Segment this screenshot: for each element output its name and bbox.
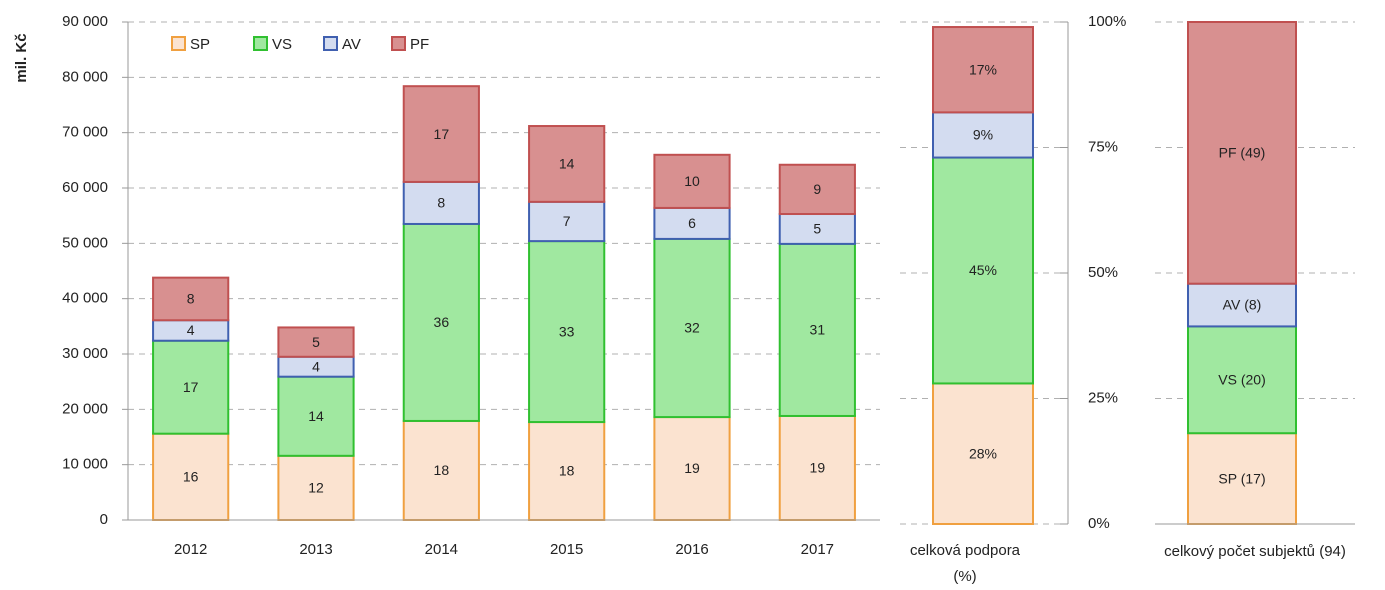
data-label: 8 [437, 195, 445, 211]
bar-segment [1187, 282, 1297, 328]
data-label: PF (49) [1219, 145, 1266, 161]
data-label: 18 [434, 462, 450, 478]
y-tick-label: 25% [1088, 389, 1118, 406]
data-label: 19 [810, 460, 826, 476]
data-label: 28% [969, 445, 997, 461]
bar-segment [778, 242, 856, 417]
y-tick-label: 40 000 [62, 290, 108, 307]
data-label: 7 [563, 213, 571, 229]
data-label: 5 [813, 221, 821, 237]
data-label: 17 [434, 126, 450, 142]
bar-segment [932, 382, 1034, 525]
y-tick-label: 70 000 [62, 124, 108, 141]
data-label: 9 [813, 181, 821, 197]
data-label: 36 [434, 314, 450, 330]
bar-segment [932, 111, 1034, 159]
data-label: 5 [312, 334, 320, 350]
y-axis-label: mil. Kč [13, 33, 30, 82]
data-label: VS (20) [1218, 372, 1265, 388]
data-label: 17% [969, 61, 997, 77]
data-label: 19 [684, 460, 700, 476]
legend-label: AV [342, 36, 361, 53]
x-tick-label: 2013 [299, 541, 332, 558]
bar-segment [1187, 21, 1297, 285]
bar-segment [152, 276, 230, 322]
y-tick-label: 20 000 [62, 400, 108, 417]
y-tick-label: 80 000 [62, 68, 108, 85]
bar-segment [402, 85, 480, 183]
data-label: 4 [312, 358, 320, 374]
data-label: 33 [559, 323, 575, 339]
data-label: 14 [308, 408, 324, 424]
y-tick-label: 30 000 [62, 345, 108, 362]
data-label: 9% [973, 127, 993, 143]
bar-segment [932, 26, 1034, 114]
legend-swatch [171, 36, 186, 51]
bar-segment [402, 419, 480, 522]
bar-segment [778, 163, 856, 216]
y-tick-label: 90 000 [62, 13, 108, 30]
y-tick-label: 75% [1088, 138, 1118, 155]
data-label: 10 [684, 173, 700, 189]
data-label: 16 [183, 469, 199, 485]
x-tick-label: 2017 [801, 541, 834, 558]
y-tick-label: 50 000 [62, 234, 108, 251]
data-label: AV (8) [1223, 297, 1262, 313]
bar-segment [402, 222, 480, 422]
data-label: 18 [559, 463, 575, 479]
legend-label: VS [272, 36, 292, 53]
bar-segment [1187, 432, 1297, 525]
bar-segment [653, 153, 731, 209]
legend-swatch [253, 36, 268, 51]
bar-segment [277, 326, 355, 358]
data-label: 31 [810, 322, 826, 338]
y-tick-label: 50% [1088, 264, 1118, 281]
x-tick-label: 2014 [425, 541, 458, 558]
x-tick-label: 2012 [174, 541, 207, 558]
data-label: SP (17) [1218, 470, 1265, 486]
y-tick-label: 100% [1088, 13, 1126, 30]
data-label: 45% [969, 262, 997, 278]
bar-segment [152, 432, 230, 521]
y-tick-label: 0 [100, 511, 108, 528]
data-label: 14 [559, 156, 575, 172]
bar-segment [402, 180, 480, 225]
legend-label: PF [410, 36, 429, 53]
legend-label: SP [190, 36, 210, 53]
bar-segment [277, 375, 355, 457]
y-tick-label: 10 000 [62, 456, 108, 473]
data-label: 17 [183, 379, 199, 395]
y-tick-label: 0% [1088, 515, 1110, 532]
legend-swatch [323, 36, 338, 51]
bar-segment [277, 454, 355, 521]
data-label: 12 [308, 480, 324, 496]
data-label: 4 [187, 322, 195, 338]
x-tick-label: 2015 [550, 541, 583, 558]
data-label: 32 [684, 320, 700, 336]
bar-segment [152, 339, 230, 435]
bar-segment [528, 125, 606, 203]
data-label: 6 [688, 215, 696, 231]
x-tick-label: 2016 [675, 541, 708, 558]
x-tick-label: celková podpora (%) [909, 542, 1021, 585]
bar-segment [528, 200, 606, 243]
x-tick-label: celkový počet subjektů (94) [1164, 543, 1346, 560]
bar-segment [778, 414, 856, 521]
legend-swatch [391, 36, 406, 51]
data-label: 8 [187, 291, 195, 307]
y-tick-label: 60 000 [62, 179, 108, 196]
